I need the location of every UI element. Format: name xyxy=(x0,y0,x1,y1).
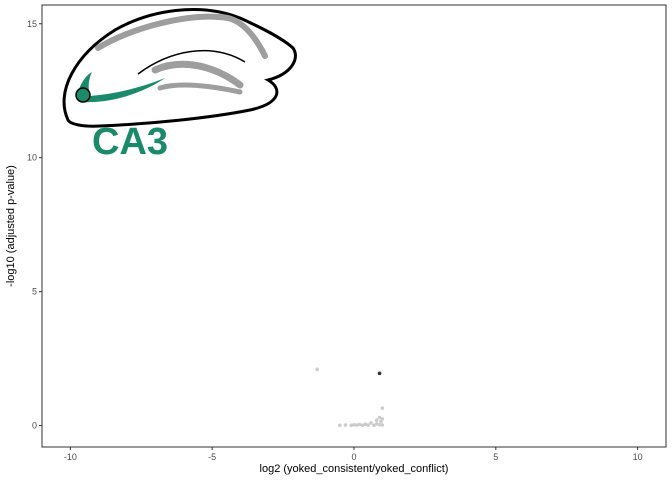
data-point xyxy=(377,371,382,376)
data-point xyxy=(377,415,382,420)
ca3-circle xyxy=(75,87,91,103)
data-point xyxy=(379,419,383,424)
data-points xyxy=(315,367,385,428)
x-tick-label: 10 xyxy=(633,452,643,462)
hippocampus-gray-arc-outer xyxy=(95,13,268,59)
data-point xyxy=(374,418,379,423)
data-point xyxy=(369,421,373,425)
data-point xyxy=(343,423,348,427)
x-axis: -10 -5 0 5 10 xyxy=(64,447,643,462)
data-point xyxy=(377,422,382,427)
x-axis-title: log2 (yoked_consistent/yoked_conflict) xyxy=(260,463,449,475)
y-tick-label: 5 xyxy=(32,287,37,297)
data-point xyxy=(363,422,368,427)
hippocampus-gray-band-3 xyxy=(173,61,242,88)
data-point xyxy=(374,422,379,426)
x-tick-label: 0 xyxy=(351,452,356,462)
x-tick-label: -5 xyxy=(208,452,216,462)
data-point xyxy=(372,423,376,428)
data-point xyxy=(352,422,356,427)
plot-panel xyxy=(41,4,667,448)
data-point xyxy=(355,423,359,427)
hippocampus-inner-line xyxy=(137,49,246,75)
y-axis-title: -log10 (adjusted p-value) xyxy=(5,165,17,287)
data-point xyxy=(366,423,370,427)
hippocampus-gray-band-2 xyxy=(157,82,243,95)
data-point xyxy=(360,423,365,428)
y-tick-label: 15 xyxy=(27,19,37,29)
data-point xyxy=(315,367,319,372)
data-point xyxy=(357,422,362,427)
y-tick-label: 10 xyxy=(27,153,37,163)
hippocampus-outline xyxy=(62,8,297,128)
x-tick-label: 5 xyxy=(493,452,498,462)
hippocampus-icon xyxy=(62,8,297,128)
y-axis: 0 5 10 15 xyxy=(27,19,42,431)
y-tick-label: 0 xyxy=(32,421,37,431)
annotation-ca3: CA3 xyxy=(92,121,168,163)
data-point xyxy=(380,423,385,427)
data-point xyxy=(349,423,353,428)
x-tick-label: -10 xyxy=(64,452,77,462)
data-point xyxy=(380,406,385,410)
data-point xyxy=(380,417,385,421)
data-point xyxy=(338,423,342,428)
